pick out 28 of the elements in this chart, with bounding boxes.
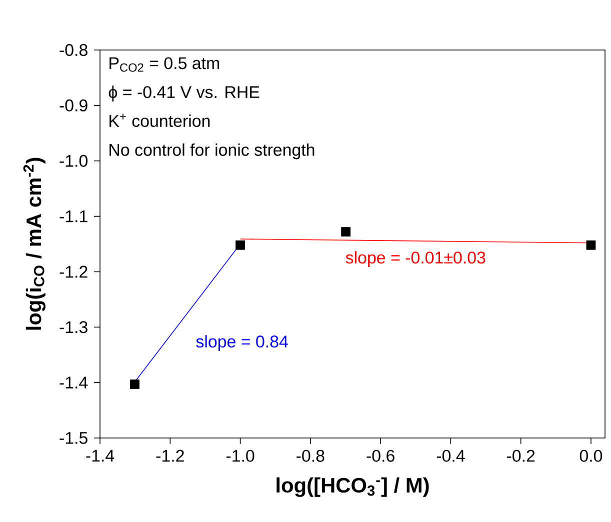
x-tick-label: -0.4 [436, 450, 465, 462]
annotation: P$_{CO2}$ = 0.5 atm [110, 57, 220, 72]
y-tick-label: -1.2 [60, 266, 88, 278]
y-tick-label: -0.9 [60, 99, 88, 112]
y-tick-label: -0.8 [60, 44, 88, 56]
point [341, 227, 351, 237]
x-tick-label: -0.2 [507, 450, 535, 462]
annotation: slope = 0.84 [196, 335, 288, 351]
point [236, 240, 245, 250]
x-tick-label: -1.0 [226, 450, 254, 462]
x-tick-label: 0.0 [580, 450, 602, 462]
x-tick-label: -1.2 [156, 450, 184, 462]
x-tick-label: -0.8 [296, 450, 324, 462]
y-tick-label: -1.0 [60, 154, 88, 167]
point [586, 240, 596, 250]
y-tick-label: -1.4 [60, 376, 88, 388]
y-axis-title: log(i$_{CO}$ / mA cm$^{-2}$) [23, 158, 46, 330]
annotation: ϕ = -0.41 V vs. RHE [108, 86, 260, 102]
y-tick-label: -1.5 [60, 432, 88, 444]
annotation: No control for ionic strength [110, 143, 314, 160]
x-axis-title: log([HCO$_{3}$$^{-}$] / M) [276, 477, 429, 497]
annotation: slope = -0.01±0.03 [346, 251, 486, 267]
annotation: K$^{+}$ counterion [110, 114, 210, 127]
y-tick-label: -1.1 [60, 210, 88, 222]
x-tick-label: -1.4 [86, 450, 114, 462]
point [130, 380, 140, 389]
x-tick-label: -0.6 [366, 450, 394, 462]
y-tick-label: -1.3 [60, 321, 88, 334]
